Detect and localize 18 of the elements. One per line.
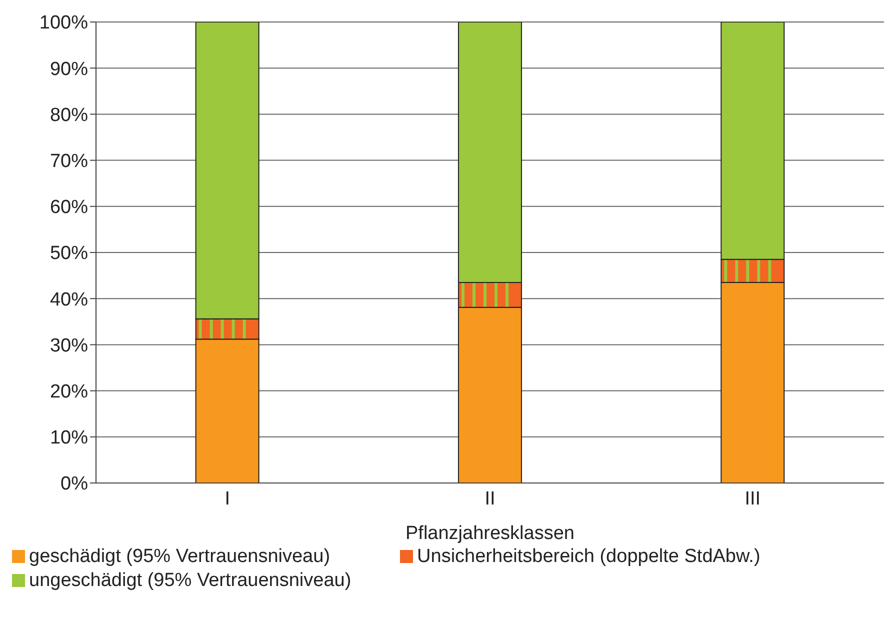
y-tick-label: 60%: [50, 197, 88, 218]
x-tick-label: III: [744, 488, 761, 510]
y-tick-label: 70%: [50, 151, 88, 172]
legend-label: ungeschädigt (95% Vertrauensniveau): [29, 570, 352, 591]
legend-label: geschädigt (95% Vertrauensniveau): [29, 546, 330, 567]
x-tick-label: II: [484, 488, 496, 510]
y-tick-label: 90%: [50, 58, 88, 80]
y-tick-label: 40%: [50, 289, 88, 310]
y-tick-label: 0%: [60, 474, 88, 495]
y-tick-label: 20%: [50, 382, 88, 403]
legend-label: Unsicherheitsbereich (doppelte StdAbw.): [417, 546, 760, 567]
y-tick-label: 10%: [50, 428, 88, 449]
y-tick-label: 80%: [50, 104, 88, 126]
x-tick-label: I: [224, 488, 230, 510]
y-tick-label: 30%: [50, 335, 88, 356]
y-tick-label: 50%: [50, 243, 88, 264]
x-axis-title: Pflanzjahresklassen: [406, 523, 574, 544]
y-tick-label: 100%: [39, 12, 88, 34]
